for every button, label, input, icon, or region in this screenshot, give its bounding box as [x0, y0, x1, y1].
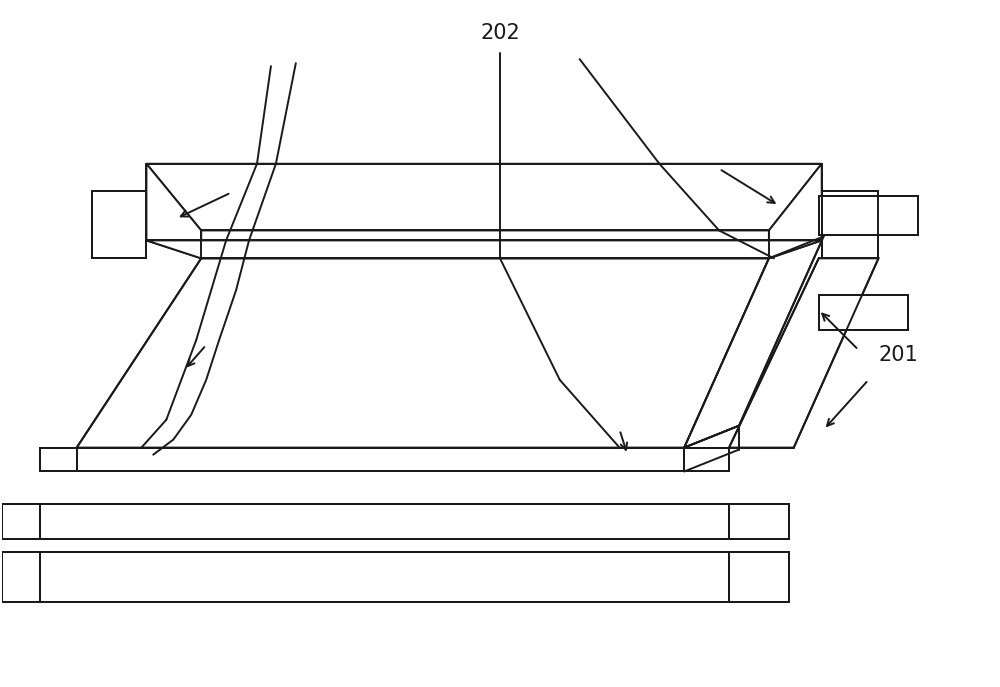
Polygon shape — [77, 447, 684, 471]
Polygon shape — [146, 164, 201, 258]
Polygon shape — [684, 447, 729, 471]
Polygon shape — [819, 295, 908, 330]
Polygon shape — [822, 190, 878, 258]
Polygon shape — [729, 258, 878, 447]
Polygon shape — [40, 447, 77, 471]
Polygon shape — [77, 258, 769, 447]
Text: 201: 201 — [878, 345, 918, 365]
Polygon shape — [729, 504, 789, 539]
Polygon shape — [2, 552, 40, 602]
Polygon shape — [2, 504, 40, 539]
Polygon shape — [819, 196, 918, 236]
Polygon shape — [146, 164, 822, 230]
Text: 202: 202 — [480, 23, 520, 43]
Polygon shape — [146, 240, 822, 258]
Polygon shape — [769, 164, 822, 258]
Polygon shape — [729, 552, 789, 602]
Polygon shape — [40, 504, 729, 539]
Polygon shape — [92, 190, 146, 258]
Polygon shape — [40, 552, 729, 602]
Polygon shape — [684, 236, 824, 447]
